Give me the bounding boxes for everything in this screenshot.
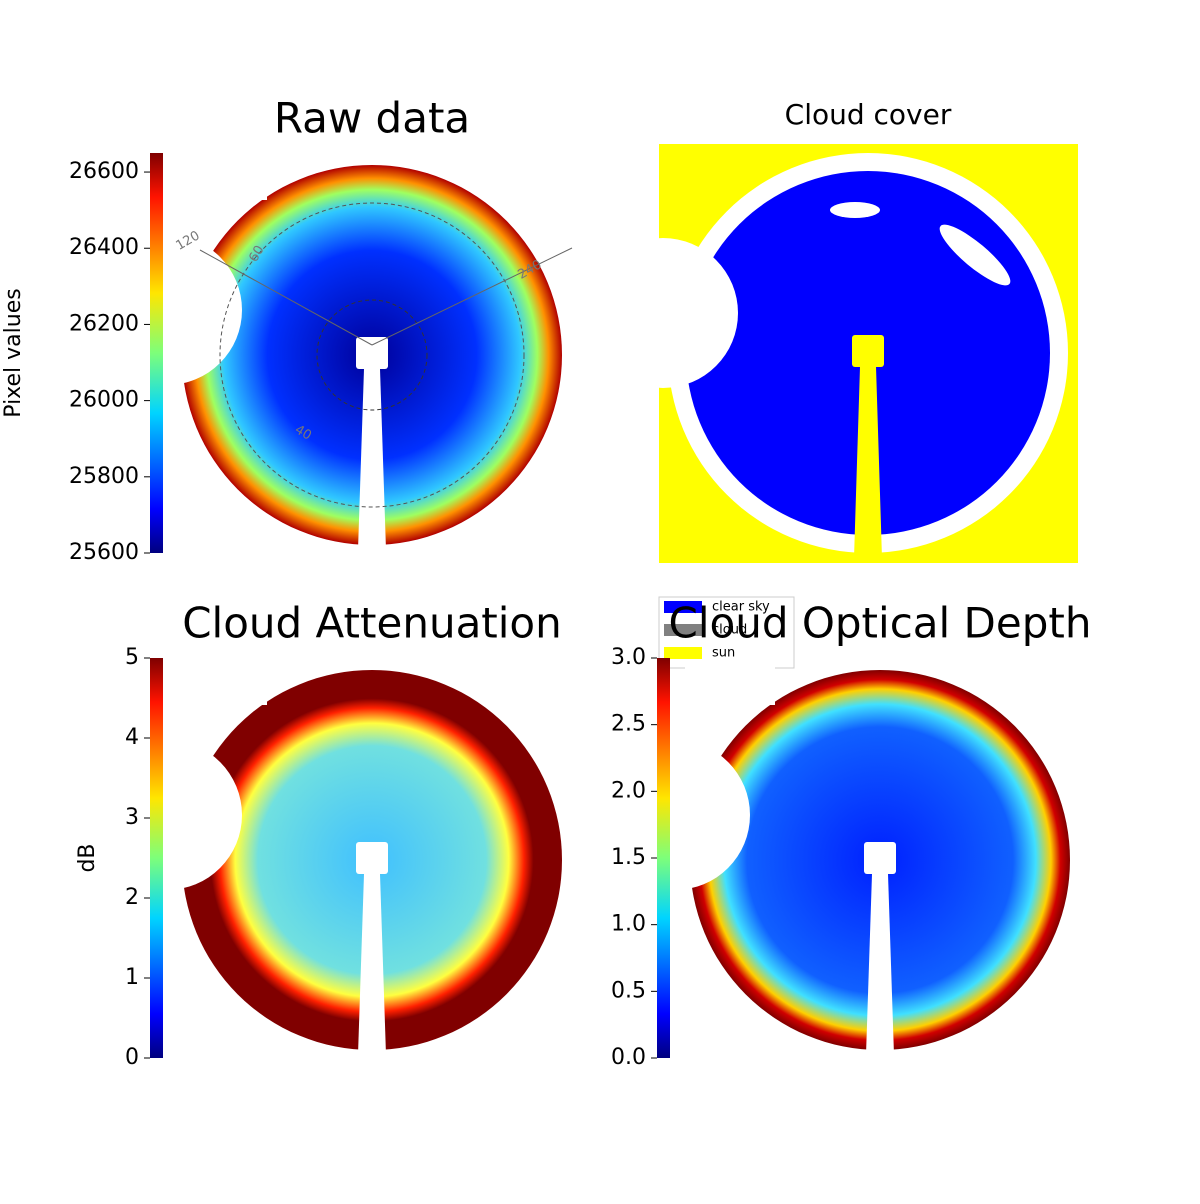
mast-head — [356, 337, 388, 369]
colorbar-tick-label: 26200 — [69, 311, 139, 336]
colorbar — [150, 153, 163, 553]
panel-title: Cloud Attenuation — [182, 599, 562, 648]
colorbar-tick-label: 0.0 — [611, 1045, 646, 1070]
colorbar-tick-label: 0 — [125, 1045, 139, 1070]
mast-head — [356, 842, 388, 874]
mask-notch — [92, 740, 242, 890]
polar-spoke — [371, 247, 573, 346]
colorbar-tick-label: 0.5 — [611, 978, 646, 1003]
cloud-patch — [830, 202, 880, 218]
colorbar-tick-label: 1.5 — [611, 845, 646, 870]
colorbar-tick-label: 26400 — [69, 235, 139, 260]
legend-swatch — [664, 624, 702, 636]
polar-label: 40 — [292, 422, 314, 443]
colorbar-tick-label: 1 — [125, 965, 139, 990]
legend-label: cloud — [712, 623, 747, 638]
colorbar-tick-label: 2.5 — [611, 712, 646, 737]
colorbar-tick-label: 2 — [125, 885, 139, 910]
panel-title: Cloud cover — [785, 98, 952, 131]
mask-top — [177, 160, 267, 200]
legend-swatch — [664, 647, 702, 659]
polar-spoke — [199, 249, 373, 346]
colorbar-tick-label: 25800 — [69, 464, 139, 489]
legend-label: sun — [712, 646, 735, 661]
mast-head — [852, 335, 884, 367]
colorbar-label: Pixel values — [1, 288, 26, 417]
colorbar — [150, 658, 163, 1058]
legend-swatch — [664, 601, 702, 613]
colorbar-tick-label: 25600 — [69, 540, 139, 565]
colorbar-tick-label: 3.0 — [611, 645, 646, 670]
panel-title: Raw data — [274, 94, 470, 143]
polar-grid — [219, 202, 525, 508]
polar-label: 60 — [246, 243, 267, 265]
mask-top — [685, 665, 775, 705]
mast — [866, 874, 894, 1055]
mask-notch — [588, 238, 738, 388]
mask-notch — [600, 740, 750, 890]
panel-title: Cloud Optical Depth — [669, 599, 1092, 648]
cloud-patch — [939, 224, 1011, 286]
legend-label: clear sky — [712, 600, 770, 615]
colorbar-tick-label: 2.0 — [611, 778, 646, 803]
colorbar-tick-label: 4 — [125, 725, 139, 750]
mast — [358, 874, 386, 1055]
colorbar-tick-label: 26600 — [69, 159, 139, 184]
colorbar-tick-label: 26000 — [69, 388, 139, 413]
mask-top — [177, 665, 267, 705]
mast — [358, 369, 386, 550]
mast — [854, 367, 882, 558]
colorbar-tick-label: 3 — [125, 805, 139, 830]
polar-grid — [316, 299, 428, 411]
colorbar-tick-label: 5 — [125, 645, 139, 670]
colorbar — [657, 658, 670, 1058]
mask-notch — [92, 235, 242, 385]
colorbar-label: dB — [75, 843, 100, 872]
mast-head — [864, 842, 896, 874]
colorbar-tick-label: 1.0 — [611, 912, 646, 937]
